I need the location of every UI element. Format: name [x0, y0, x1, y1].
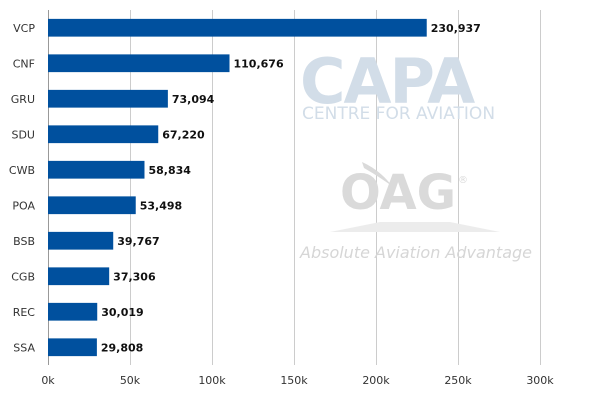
bar-gru: [48, 89, 168, 108]
data-label: 30,019: [101, 306, 143, 319]
capa-watermark-title: CAPA: [300, 45, 475, 118]
bar-cnf: [48, 54, 230, 73]
bar-cwb: [48, 160, 145, 179]
category-label: SSA: [13, 341, 35, 354]
category-label: BSB: [13, 235, 35, 248]
oag-watermark-title: OAG: [340, 165, 456, 221]
category-label: SDU: [11, 128, 35, 141]
category-label: GRU: [11, 93, 35, 106]
capa-watermark-subtitle: CENTRE FOR AVIATION: [302, 104, 495, 124]
data-label: 110,676: [234, 57, 284, 70]
x-axis-tick-labels: 0k 50k 100k 150k 200k 250k 300k: [41, 374, 554, 387]
data-labels: 230,937 110,676 73,094 67,220 58,834 53,498 39…: [101, 22, 481, 355]
x-tick-label: 100k: [198, 374, 226, 387]
data-label: 53,498: [140, 199, 182, 212]
category-label: POA: [12, 199, 35, 212]
category-label: CGB: [11, 270, 35, 283]
x-tick-label: 300k: [526, 374, 554, 387]
bar-ssa: [48, 338, 97, 357]
category-label: VCP: [13, 22, 35, 35]
category-label: REC: [13, 306, 36, 319]
bar-sdu: [48, 125, 159, 144]
category-labels: VCP CNF GRU SDU CWB POA BSB CGB REC SSA: [9, 22, 36, 355]
data-label: 73,094: [172, 93, 215, 106]
x-tick-label: 50k: [120, 374, 141, 387]
watermark: CAPA CENTRE FOR AVIATION OAG ® Absolute …: [299, 45, 532, 262]
x-tick-label: 250k: [444, 374, 472, 387]
bar-cgb: [48, 267, 110, 286]
x-tick-label: 150k: [280, 374, 308, 387]
bar-rec: [48, 302, 98, 321]
data-label: 37,306: [113, 270, 156, 283]
bars: [48, 18, 427, 357]
oag-watermark-registered: ®: [458, 175, 468, 186]
data-label: 39,767: [117, 235, 159, 248]
oag-watermark-divider: [330, 222, 500, 232]
oag-swoosh-icon: [362, 162, 392, 186]
oag-watermark-subtitle: Absolute Aviation Advantage: [299, 243, 532, 262]
data-label: 58,834: [148, 164, 191, 177]
bar-vcp: [48, 18, 427, 37]
x-tick-label: 0k: [41, 374, 55, 387]
data-label: 29,808: [101, 341, 143, 354]
data-label: 230,937: [431, 22, 481, 35]
bar-bsb: [48, 231, 114, 250]
bar-poa: [48, 196, 136, 215]
data-label: 67,220: [162, 128, 205, 141]
category-label: CWB: [9, 164, 35, 177]
x-tick-label: 200k: [362, 374, 390, 387]
category-label: CNF: [13, 57, 35, 70]
